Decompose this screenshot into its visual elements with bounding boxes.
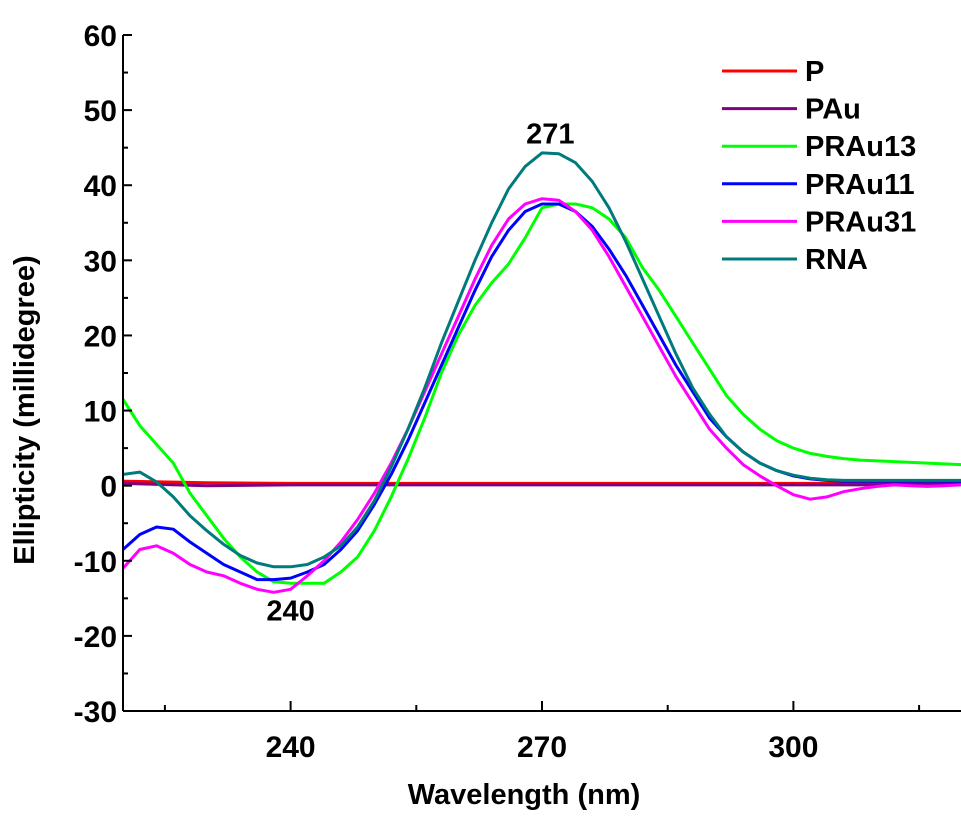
legend: P PAu PRAu13 PRAu11 PRAu31 RNA [722, 56, 916, 276]
legend-item-prau11: PRAu11 [722, 169, 915, 201]
series-line-pau [123, 481, 961, 488]
legend-item-prau31: PRAu31 [722, 206, 916, 238]
ticks: -30 -20 -10 0 10 20 30 40 50 60 240 270 300 [74, 20, 921, 764]
legend-item-p: P [722, 56, 824, 88]
y-tick-label: 20 [84, 320, 117, 353]
series-line-prau13 [123, 202, 961, 585]
x-tick-label: 300 [768, 731, 818, 764]
legend-label: P [805, 56, 824, 88]
x-tick-label: 240 [266, 731, 316, 764]
y-tick-label: 0 [100, 471, 117, 504]
annotation-label: 240 [266, 596, 314, 628]
y-tick-label: 30 [84, 245, 117, 278]
y-tick-label: -30 [74, 696, 117, 729]
y-tick-label: 10 [84, 396, 117, 429]
legend-item-pau: PAu [722, 94, 861, 126]
series-line-rna [123, 151, 961, 569]
y-axis-title: Ellipticity (millidegree) [9, 255, 41, 564]
y-tick-label: 40 [84, 170, 117, 203]
x-tick-label: 270 [517, 731, 567, 764]
legend-label: PRAu11 [805, 169, 915, 201]
y-tick-label: -20 [74, 621, 117, 654]
annotation-label: 271 [526, 118, 574, 150]
y-tick-label: 60 [84, 20, 117, 53]
x-axis-title: Wavelength (nm) [408, 779, 641, 811]
y-tick-label: -10 [74, 546, 117, 579]
legend-label: PAu [805, 94, 861, 126]
y-tick-label: 50 [84, 95, 117, 128]
series-line-prau31 [123, 197, 961, 594]
legend-label: PRAu31 [805, 206, 916, 238]
legend-label: PRAu13 [805, 131, 916, 163]
legend-label: RNA [805, 244, 868, 276]
plot-area [123, 151, 961, 594]
annotations: 271 240 [266, 118, 574, 627]
legend-item-prau13: PRAu13 [722, 131, 916, 163]
legend-item-rna: RNA [722, 244, 868, 276]
